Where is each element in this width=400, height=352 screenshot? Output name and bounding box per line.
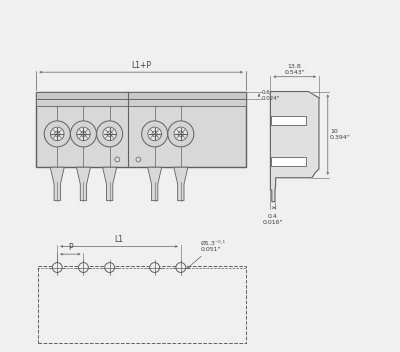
Circle shape: [142, 121, 168, 147]
Text: 13.8
0.543": 13.8 0.543": [284, 64, 305, 75]
Circle shape: [103, 127, 116, 141]
Polygon shape: [76, 167, 90, 201]
Circle shape: [152, 131, 157, 137]
Circle shape: [78, 263, 88, 272]
Circle shape: [70, 121, 96, 147]
Text: L1+P: L1+P: [131, 61, 151, 70]
Bar: [36, 92, 246, 99]
Polygon shape: [270, 92, 319, 202]
Bar: [271, 157, 306, 165]
Circle shape: [105, 263, 114, 272]
Text: P: P: [68, 243, 73, 252]
Text: 10
0.394": 10 0.394": [330, 129, 351, 140]
Circle shape: [107, 131, 112, 137]
Circle shape: [148, 127, 162, 141]
Circle shape: [150, 263, 160, 272]
Bar: [38, 266, 246, 343]
Bar: [36, 92, 246, 167]
Bar: [36, 92, 246, 167]
Circle shape: [52, 263, 62, 272]
Text: L1: L1: [114, 235, 124, 244]
Polygon shape: [50, 167, 64, 201]
Bar: [271, 116, 306, 125]
Text: Ø1.3⁻⁰·¹
0.051": Ø1.3⁻⁰·¹ 0.051": [187, 241, 225, 269]
Circle shape: [50, 127, 64, 141]
Circle shape: [55, 131, 60, 137]
Circle shape: [44, 121, 70, 147]
Bar: [36, 99, 246, 106]
Circle shape: [97, 121, 123, 147]
Polygon shape: [148, 167, 162, 201]
Circle shape: [176, 263, 186, 272]
Circle shape: [77, 127, 90, 141]
Circle shape: [81, 131, 86, 137]
Text: 0.6
0.024": 0.6 0.024": [262, 90, 280, 101]
Polygon shape: [174, 167, 188, 201]
Text: 0.4
0.016": 0.4 0.016": [262, 214, 283, 225]
Polygon shape: [102, 167, 117, 201]
Circle shape: [168, 121, 194, 147]
Circle shape: [178, 131, 184, 137]
Circle shape: [174, 127, 188, 141]
